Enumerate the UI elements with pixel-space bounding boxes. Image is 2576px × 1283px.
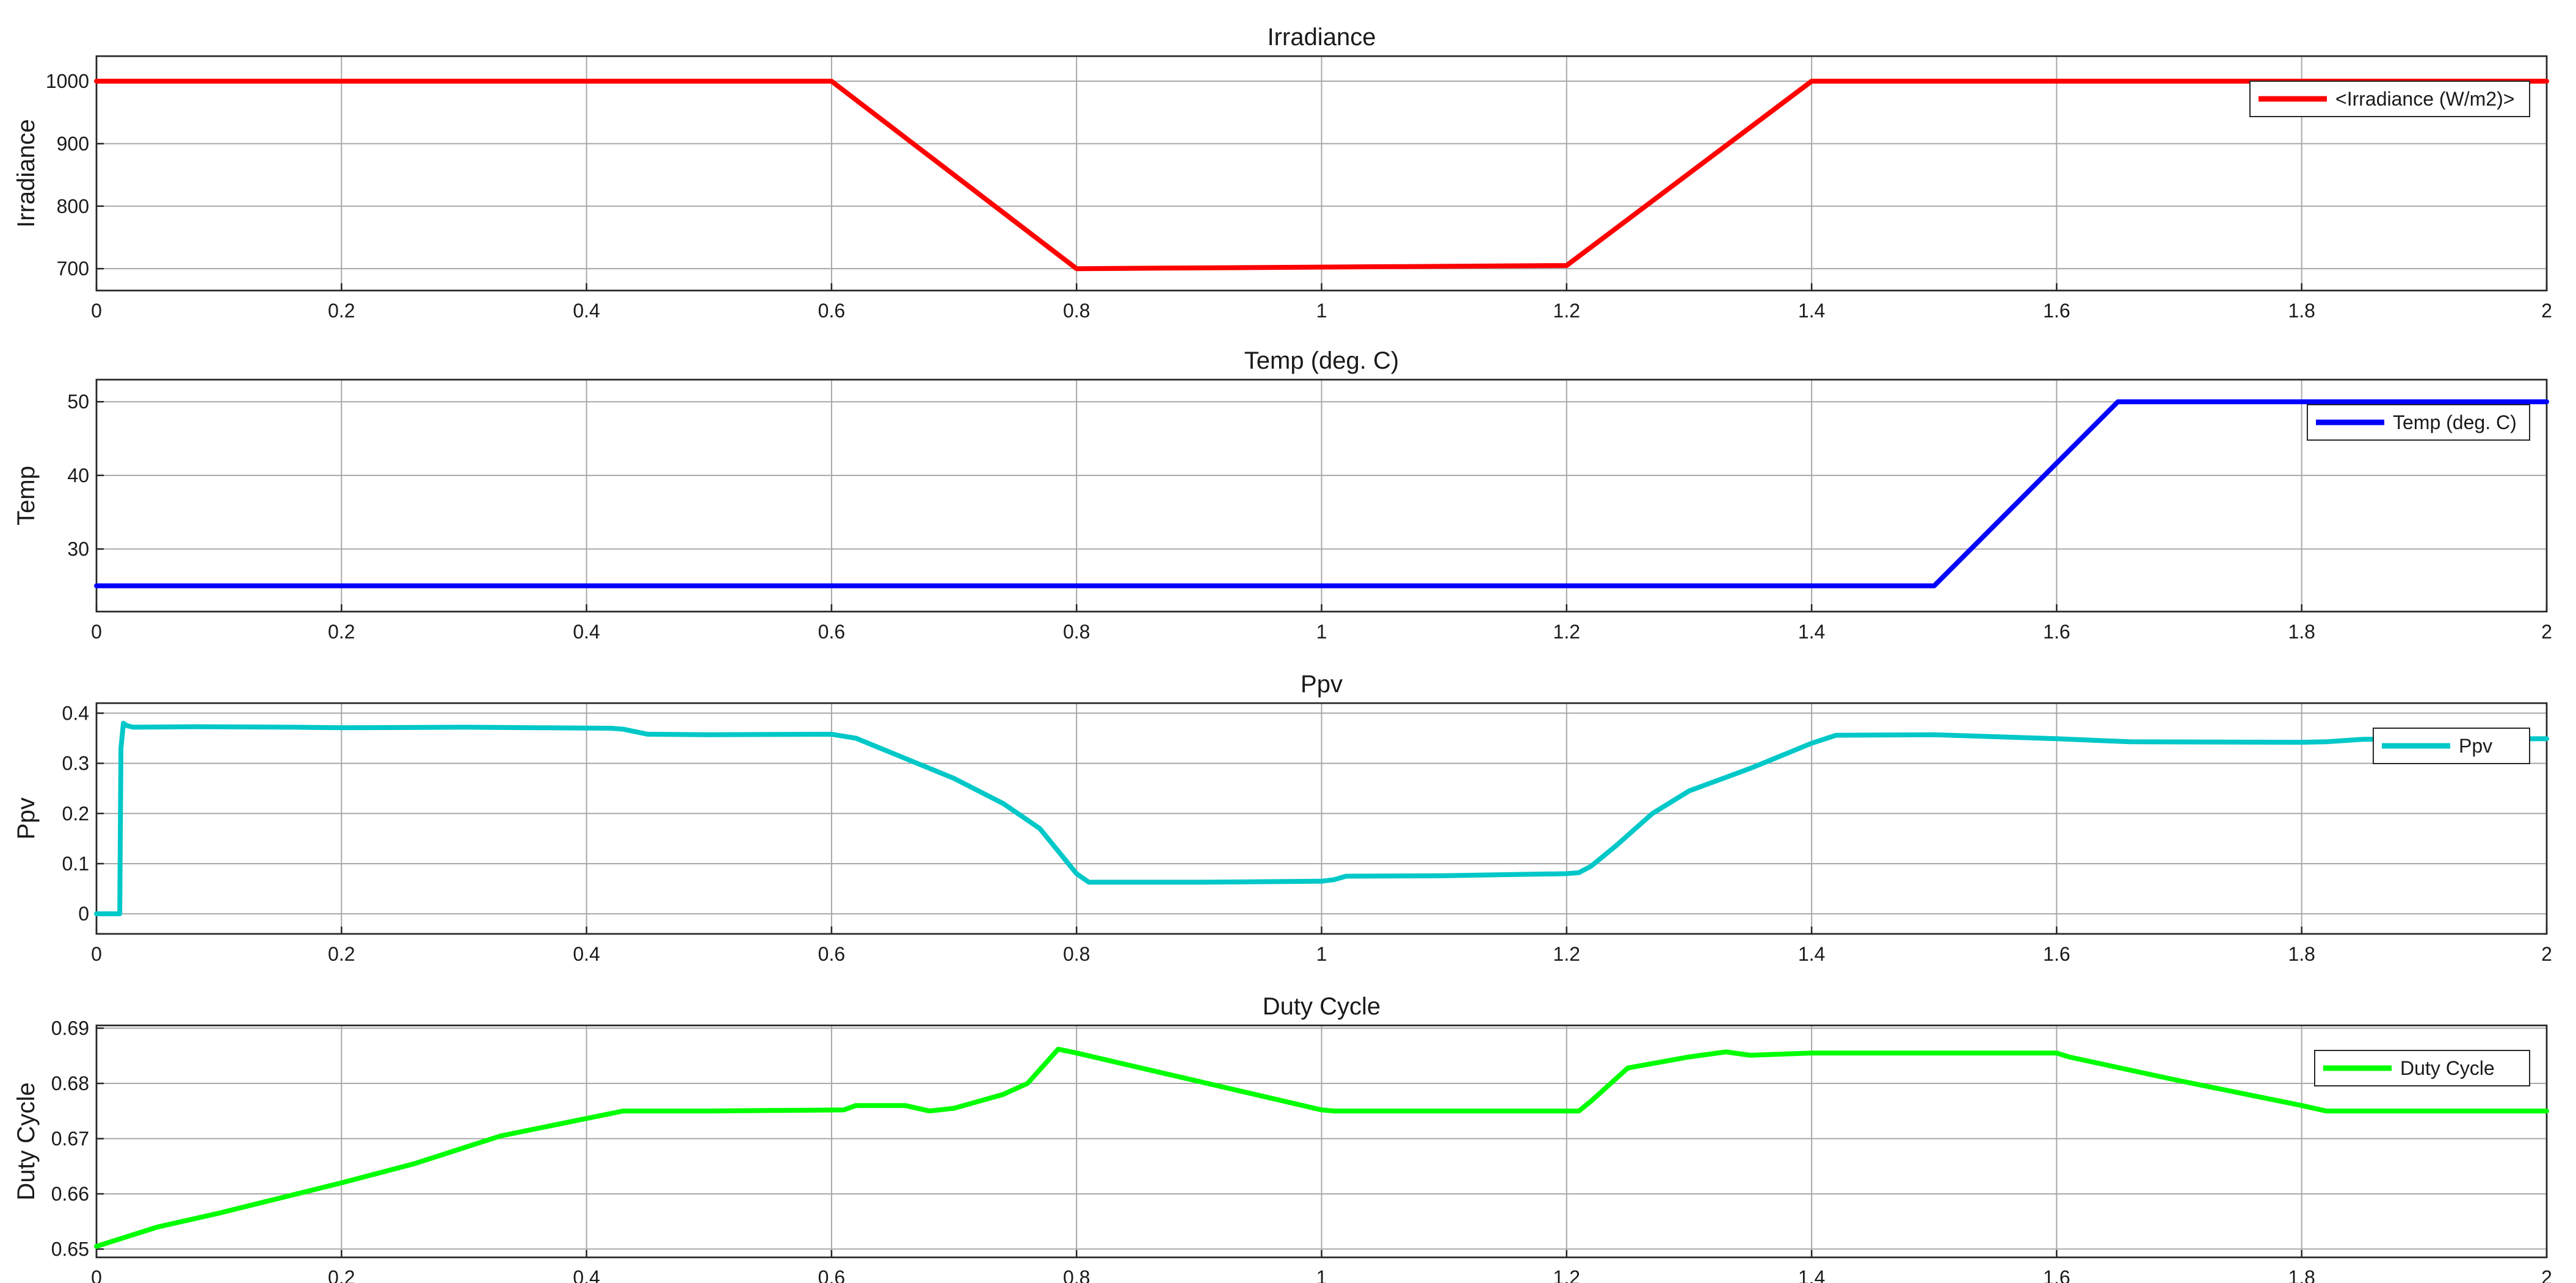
axes-border <box>95 55 2548 292</box>
x-tick-label: 0.6 <box>818 621 845 643</box>
x-tick-label: 2 <box>2541 300 2552 322</box>
x-tick-label: 0.4 <box>573 943 600 965</box>
x-tick-label: 1.4 <box>1798 621 1825 643</box>
subplot-1: 0 0.2 0.4 0.6 0.8 1 1.2 1.4 1.6 1.8 2 700 800 900 1000… <box>13 24 2552 322</box>
y-tick-label: 0.68 <box>51 1072 89 1094</box>
legend: <Irradiance (W/m2)> <box>2249 81 2530 117</box>
subplot-3: 0 0.2 0.4 0.6 0.8 1 1.2 1.4 1.6 1.8 2 0 0.1 0.2 0.3 0.4… <box>13 671 2552 965</box>
x-tick-label: 1 <box>1316 943 1327 965</box>
axes-border <box>95 702 2548 935</box>
x-tick-label: 0.6 <box>818 300 845 322</box>
y-tick-label: 0.3 <box>62 753 89 775</box>
y-tick-label: 800 <box>57 195 89 217</box>
y-tick-label: 0.69 <box>51 1017 89 1039</box>
legend-label: Ppv <box>2459 735 2492 757</box>
y-tick-label: 700 <box>57 258 89 280</box>
y-axis-label: Temp <box>13 466 40 526</box>
x-tick-label: 0.2 <box>328 300 355 322</box>
x-tick-label: 0.8 <box>1063 300 1090 322</box>
x-tick-label: 1 <box>1316 1267 1327 1283</box>
axes-border <box>95 378 2548 613</box>
y-tick-label: 40 <box>67 464 89 486</box>
legend: Duty Cycle <box>2314 1050 2530 1086</box>
x-tick-label: 2 <box>2541 621 2552 643</box>
x-tick-label: 2 <box>2541 943 2552 965</box>
x-tick-label: 1.4 <box>1798 300 1825 322</box>
x-tick-label: 1.4 <box>1798 1267 1825 1283</box>
series-line-1 <box>94 79 2549 272</box>
chart-title: Duty Cycle <box>1263 993 1381 1020</box>
x-tick-label: 1.6 <box>2043 1267 2070 1283</box>
axes-border <box>95 1024 2548 1259</box>
x-tick-label: 0.4 <box>573 621 600 643</box>
legend: Temp (deg. C) <box>2307 404 2530 441</box>
x-tick-label: 1 <box>1316 621 1327 643</box>
legend-label: <Irradiance (W/m2)> <box>2335 88 2514 110</box>
x-tick-label: 0 <box>91 1267 102 1283</box>
y-tick-label: 0.67 <box>51 1127 89 1149</box>
y-tick-label: 1000 <box>46 70 89 92</box>
y-tick-label: 0.4 <box>62 702 89 724</box>
x-tick-label: 1.4 <box>1798 943 1825 965</box>
x-tick-label: 0.2 <box>328 943 355 965</box>
y-axis-label: Irradiance <box>13 119 40 228</box>
x-tick-label: 0.8 <box>1063 1267 1090 1283</box>
x-tick-label: 1.2 <box>1553 1267 1580 1283</box>
x-tick-label: 1.6 <box>2043 943 2070 965</box>
series-line-1 <box>94 399 2549 588</box>
x-tick-label: 0 <box>91 621 102 643</box>
series-line-1 <box>94 1046 2549 1249</box>
subplot-4: 0 0.2 0.4 0.6 0.8 1 1.2 1.4 1.6 1.8 2 0.65 0.66 0.67 0… <box>13 993 2552 1283</box>
y-tick-label: 0.2 <box>62 803 89 825</box>
y-tick-label: 50 <box>67 391 89 413</box>
chart-title: Ppv <box>1301 671 1343 698</box>
x-tick-label: 0.2 <box>328 1267 355 1283</box>
y-axis-label: Ppv <box>13 798 40 840</box>
y-tick-label: 0.65 <box>51 1238 89 1260</box>
x-tick-label: 1.6 <box>2043 621 2070 643</box>
x-tick-label: 0 <box>91 300 102 322</box>
x-tick-label: 1 <box>1316 300 1327 322</box>
chart-title: Irradiance <box>1268 24 1376 51</box>
y-tick-label: 900 <box>57 132 89 154</box>
x-tick-label: 1.8 <box>2288 943 2315 965</box>
y-tick-label: 0.1 <box>62 853 89 875</box>
subplot-2: 0 0.2 0.4 0.6 0.8 1 1.2 1.4 1.6 1.8 2 30 40 50 Temp (d… <box>13 347 2552 643</box>
legend-label: Temp (deg. C) <box>2393 411 2517 433</box>
x-tick-label: 0 <box>91 943 102 965</box>
x-tick-label: 0.4 <box>573 1267 600 1283</box>
x-tick-label: 0.6 <box>818 1267 845 1283</box>
x-tick-label: 1.6 <box>2043 300 2070 322</box>
x-tick-label: 0.6 <box>818 943 845 965</box>
x-tick-label: 1.8 <box>2288 621 2315 643</box>
y-tick-label: 0.66 <box>51 1183 89 1205</box>
x-tick-label: 1.8 <box>2288 300 2315 322</box>
x-tick-label: 0.8 <box>1063 943 1090 965</box>
y-tick-label: 0 <box>78 903 89 925</box>
legend-label: Duty Cycle <box>2400 1057 2495 1079</box>
x-tick-label: 0.8 <box>1063 621 1090 643</box>
x-tick-label: 0.4 <box>573 300 600 322</box>
legend: Ppv <box>2373 728 2530 764</box>
x-tick-label: 1.2 <box>1553 943 1580 965</box>
chart-title: Temp (deg. C) <box>1244 347 1399 374</box>
x-tick-label: 1.2 <box>1553 621 1580 643</box>
x-tick-label: 1.8 <box>2288 1267 2315 1283</box>
y-axis-label: Duty Cycle <box>13 1082 40 1200</box>
x-tick-label: 0.2 <box>328 621 355 643</box>
x-tick-label: 1.2 <box>1553 300 1580 322</box>
y-tick-label: 30 <box>67 538 89 560</box>
series-line-1 <box>94 720 2549 917</box>
x-tick-label: 2 <box>2541 1267 2552 1283</box>
